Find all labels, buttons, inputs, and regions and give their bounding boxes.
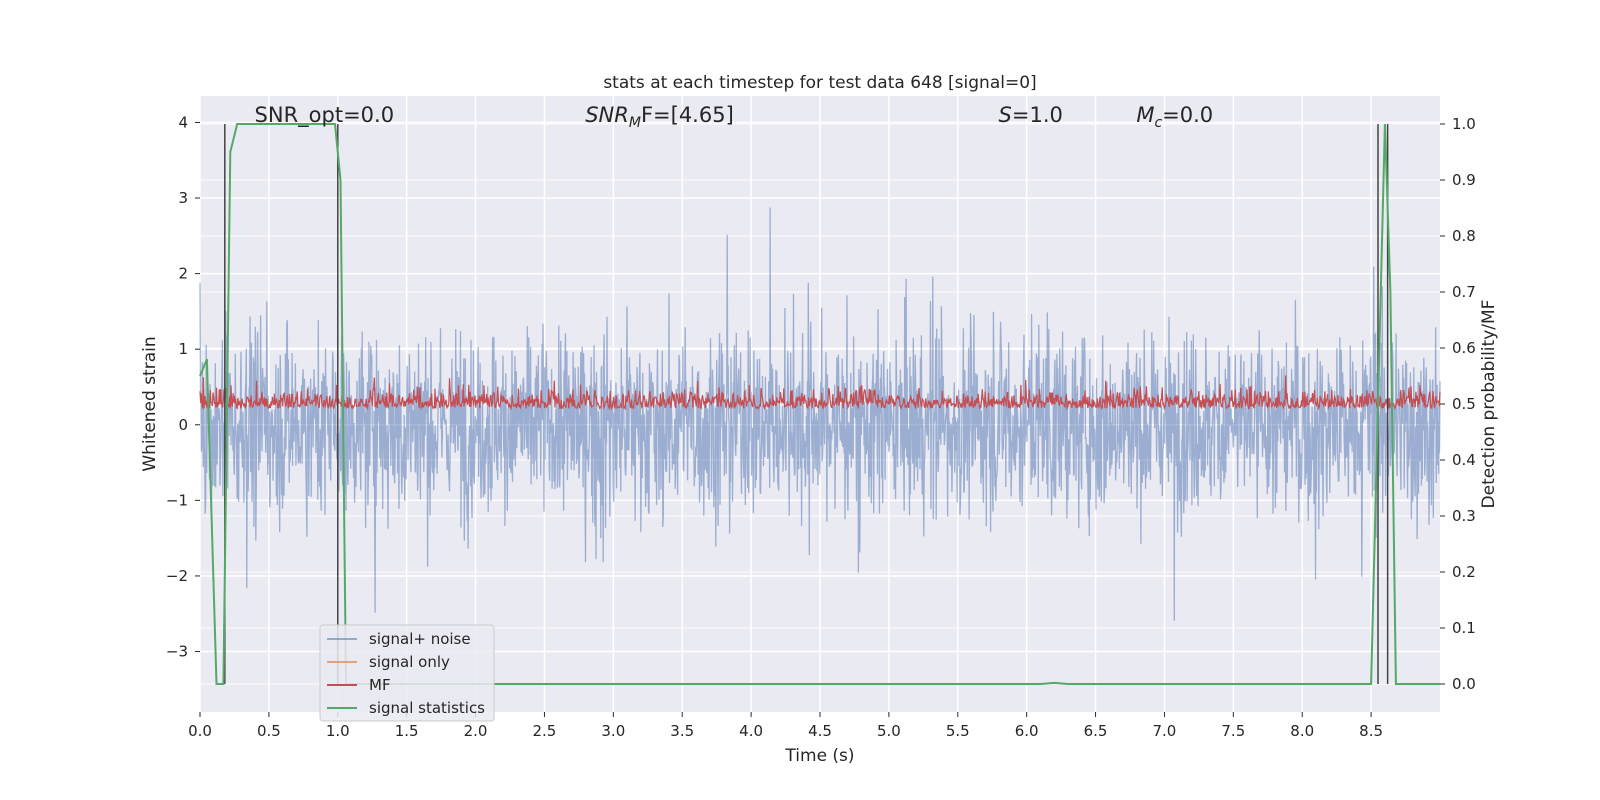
y-right-tick-label: 0.7: [1452, 283, 1476, 301]
annotations: SNR_opt=0.0 SNRMF=[4.65] S=1.0 Mc=0.0: [255, 103, 1214, 131]
x-tick-label: 8.0: [1290, 722, 1314, 740]
annotation-value: =1.0: [1012, 103, 1063, 127]
y-axis-left-label: Whitened strain: [140, 336, 160, 471]
legend-frame: [319, 624, 495, 722]
x-tick-label: 7.5: [1221, 722, 1245, 740]
y-left-tick-label: −3: [166, 643, 188, 661]
legend-label-signal-noise: signal+ noise: [369, 630, 471, 648]
x-tick-label: 1.0: [326, 722, 350, 740]
annotation-2: S=1.0: [999, 103, 1063, 127]
annotation-symbol: S: [999, 103, 1012, 127]
y-axis-left-ticks: −3 −2 −1 0 1 2 3 4: [166, 113, 200, 661]
y-right-tick-label: 0.6: [1452, 339, 1476, 357]
x-tick-label: 5.0: [877, 722, 901, 740]
y-right-tick-label: 0.8: [1452, 227, 1476, 245]
chart-title: stats at each timestep for test data 648…: [603, 73, 1036, 93]
y-left-tick-label: 4: [178, 113, 188, 131]
x-tick-label: 8.5: [1359, 722, 1383, 740]
annotation-value: F=[4.65]: [641, 103, 734, 127]
x-tick-label: 4.0: [739, 722, 763, 740]
annotation-subscript: M: [629, 115, 641, 131]
legend-label-mf: MF: [369, 676, 391, 694]
annotation-subscript: c: [1154, 115, 1162, 131]
y-right-tick-label: 0.0: [1452, 675, 1476, 693]
annotation-value: =0.0: [1162, 103, 1213, 127]
y-axis-right-ticks: 0.0 0.1 0.2 0.3 0.4 0.5 0.6 0.7 0.8 0.9 1.0: [1440, 115, 1476, 693]
x-tick-label: 3.5: [670, 722, 694, 740]
x-tick-label: 2.0: [464, 722, 488, 740]
y-left-tick-label: 3: [178, 189, 188, 207]
annotation-3: Mc=0.0: [1136, 103, 1213, 131]
series-mf: [199, 375, 1441, 411]
annotation-symbol: M: [1136, 103, 1154, 127]
signal-noise-line: [199, 207, 1441, 621]
y-left-tick-label: 1: [178, 340, 188, 358]
x-tick-label: 4.5: [808, 722, 832, 740]
y-right-tick-label: 0.9: [1452, 171, 1476, 189]
legend: signal+ noise signal only MF signal stat…: [319, 624, 495, 722]
y-right-tick-label: 0.5: [1452, 395, 1476, 413]
y-right-tick-label: 0.2: [1452, 563, 1476, 581]
annotation-symbol: SNR: [585, 103, 629, 127]
y-axis-right-label: Detection probability/MF: [1479, 300, 1499, 509]
annotation-0: SNR_opt=0.0: [255, 103, 395, 128]
legend-label-signal-statistics: signal statistics: [369, 699, 485, 717]
x-tick-label: 1.5: [395, 722, 419, 740]
annotation-1: SNRMF=[4.65]: [585, 103, 734, 131]
x-tick-label: 2.5: [533, 722, 557, 740]
y-right-tick-label: 0.3: [1452, 507, 1476, 525]
x-tick-label: 5.5: [946, 722, 970, 740]
x-tick-label: 6.0: [1015, 722, 1039, 740]
mf-line: [199, 375, 1441, 411]
x-tick-label: 0.5: [257, 722, 281, 740]
y-left-tick-label: −1: [166, 491, 188, 509]
x-axis-label: Time (s): [784, 746, 854, 766]
x-tick-label: 7.0: [1153, 722, 1177, 740]
legend-label-signal-only: signal only: [369, 653, 450, 671]
y-right-tick-label: 1.0: [1452, 115, 1476, 133]
x-tick-label: 0.0: [188, 722, 212, 740]
x-axis-ticks: 0.0 0.5 1.0 1.5 2.0 2.5 3.0 3.5 4.0 4.5 5.0 5.5 6.0 6…: [188, 712, 1383, 740]
y-left-tick-label: −2: [166, 567, 188, 585]
x-tick-label: 3.0: [601, 722, 625, 740]
x-tick-label: 6.5: [1084, 722, 1108, 740]
y-right-tick-label: 0.4: [1452, 451, 1476, 469]
series-signal-noise: [199, 207, 1441, 621]
y-right-tick-label: 0.1: [1452, 619, 1476, 637]
y-left-tick-label: 0: [178, 416, 188, 434]
y-left-tick-label: 2: [178, 265, 188, 283]
